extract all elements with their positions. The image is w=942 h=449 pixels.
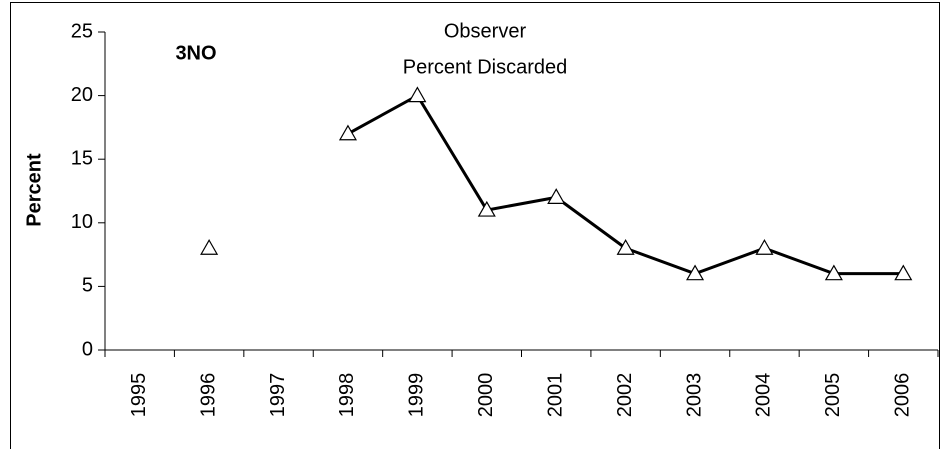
point-marker xyxy=(894,264,913,281)
chart-title: Observer xyxy=(444,20,527,42)
chart-frame xyxy=(10,2,940,449)
x-tick-label: 2002 xyxy=(614,373,636,418)
x-tick-label: 2006 xyxy=(892,373,914,418)
point-marker xyxy=(755,239,774,255)
y-tick-label: 5 xyxy=(82,275,93,297)
chart-subtitle: Percent Discarded xyxy=(403,56,568,78)
point-marker xyxy=(477,200,496,217)
x-tick-label: 2003 xyxy=(683,373,705,418)
y-tick-label: 20 xyxy=(71,84,93,106)
point-marker xyxy=(686,264,705,281)
y-tick-label: 10 xyxy=(71,211,93,233)
annotation: 3NO xyxy=(175,42,216,64)
x-tick-label: 2000 xyxy=(475,373,497,418)
point-marker xyxy=(616,239,635,255)
point-marker xyxy=(200,239,219,255)
y-tick-label: 0 xyxy=(82,338,93,360)
point-marker xyxy=(408,86,427,103)
x-tick-label: 2005 xyxy=(822,373,844,418)
point-marker xyxy=(547,188,566,204)
y-tick-label: 15 xyxy=(71,147,93,169)
x-tick-label: 1999 xyxy=(406,373,428,418)
x-tick-label: 1997 xyxy=(267,373,289,418)
x-tick-label: 2004 xyxy=(753,373,775,418)
x-tick-label: 2001 xyxy=(544,373,566,418)
y-axis-label: Percent xyxy=(23,153,45,227)
y-tick-label: 25 xyxy=(71,20,93,42)
x-tick-label: 1995 xyxy=(128,373,150,418)
point-marker xyxy=(824,264,843,281)
point-marker xyxy=(338,124,357,141)
x-tick-label: 1998 xyxy=(336,373,358,418)
x-tick-label: 1996 xyxy=(197,373,219,418)
